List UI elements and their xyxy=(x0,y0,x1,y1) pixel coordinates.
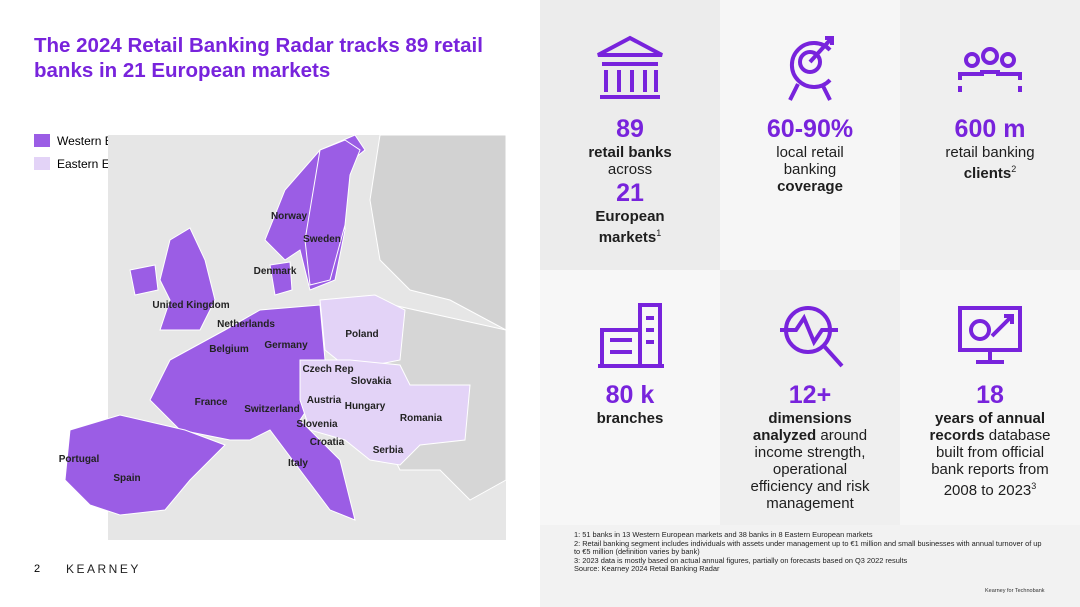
stat-text: dimensions analyzed xyxy=(752,410,852,444)
country-label: Romania xyxy=(400,413,443,424)
country-label: Germany xyxy=(264,340,308,351)
stat-text: coverage xyxy=(777,178,843,195)
tile-bg xyxy=(540,0,720,270)
tile-bg xyxy=(720,270,900,525)
icon-target xyxy=(788,36,834,101)
region-west xyxy=(159,227,216,331)
country-label: Czech Rep xyxy=(302,364,353,375)
stat-tile: 80 k branches xyxy=(540,380,720,427)
footnote: 2: Retail banking segment includes indiv… xyxy=(574,538,1042,557)
legend-swatch xyxy=(34,134,50,147)
footnote: 1: 51 banks in 13 Western European marke… xyxy=(574,530,873,539)
country-label: Slovenia xyxy=(296,419,338,430)
stat-text: clients xyxy=(963,165,1012,182)
icons xyxy=(597,35,1022,368)
stat-text: years of annual records xyxy=(929,410,1046,444)
tile-bg xyxy=(900,0,1080,270)
credit: Kearney for Technobank xyxy=(985,588,1045,594)
stat-figure: 80 k xyxy=(605,381,655,409)
icon-people xyxy=(958,47,1022,92)
title: The 2024 Retail Banking Radar tracks 89 … xyxy=(34,34,483,82)
region-west xyxy=(129,264,159,296)
legend-swatch xyxy=(34,157,50,170)
country-label: Netherlands xyxy=(217,319,275,330)
footnote: 3: 2023 data is mostly based on actual a… xyxy=(574,555,908,565)
region-east xyxy=(319,294,406,371)
stat-figure: 21 xyxy=(616,179,644,207)
stat-figure: 18 xyxy=(976,381,1004,409)
country-label: Austria xyxy=(307,395,342,406)
stat-text: retail banking xyxy=(945,144,1035,161)
land xyxy=(369,134,507,331)
stat-tile: 60-90% local retail banking coverage xyxy=(720,114,900,195)
stat-text: branches xyxy=(596,410,664,427)
stat-text: database built from official bank report… xyxy=(931,427,1051,499)
page-number: 2 xyxy=(34,563,41,575)
footnotes: 1: 51 banks in 13 Western European marke… xyxy=(574,530,1044,574)
stat-tile: 12+ dimensions analyzed around income st… xyxy=(720,380,900,512)
tile-bg xyxy=(540,270,720,525)
country-label: Denmark xyxy=(254,266,297,277)
country-label: Portugal xyxy=(59,454,100,465)
icon-building xyxy=(598,303,664,368)
icon-chart xyxy=(958,306,1022,364)
country-label: Sweden xyxy=(303,234,341,245)
region-west xyxy=(304,139,361,286)
stat-figure: 60-90% xyxy=(766,115,854,143)
country-label: Serbia xyxy=(373,445,404,456)
country-label: Belgium xyxy=(209,344,249,355)
country-label: Italy xyxy=(288,458,308,469)
country-label: Switzerland xyxy=(244,404,300,415)
footnote-ref: 3 xyxy=(1031,481,1037,491)
country-label: France xyxy=(195,397,228,408)
country-label: United Kingdom xyxy=(152,300,229,311)
tile-bg xyxy=(900,270,1080,525)
stat-text: local retail banking xyxy=(776,144,844,178)
stat-tile: 600 m retail banking clients2 xyxy=(900,114,1080,182)
region-west xyxy=(149,304,356,521)
map: Norway Sweden Denmark United Kingdom Netherl… xyxy=(59,134,507,540)
stat-tile: 89 retail banks across 21 European marke… xyxy=(540,114,720,246)
icon-bank xyxy=(597,35,663,99)
region-east xyxy=(299,359,471,466)
stat-figure: 12+ xyxy=(788,381,832,409)
stat-figure: 89 xyxy=(616,115,644,143)
brand: KEARNEY xyxy=(66,562,141,576)
stat-text: European markets xyxy=(595,208,665,246)
country-label: Hungary xyxy=(345,401,386,412)
footnote: Source: Kearney 2024 Retail Banking Rada… xyxy=(574,564,720,574)
icon-analysis xyxy=(780,306,844,368)
region-west xyxy=(64,414,226,516)
region-west xyxy=(269,261,293,296)
stat-text: retail banks xyxy=(588,144,672,161)
footnote-ref: 1 xyxy=(656,228,662,238)
stat-figure: 600 m xyxy=(954,115,1026,143)
stat-tile: 18 years of annual records database buil… xyxy=(900,380,1080,499)
stat-text: across xyxy=(607,161,653,178)
country-label: Spain xyxy=(113,473,140,484)
country-label: Norway xyxy=(271,211,308,222)
footnote-ref: 2 xyxy=(1011,164,1017,174)
stat-text: around income strength, operational effi… xyxy=(750,427,870,512)
country-label: Slovakia xyxy=(351,376,392,387)
country-label: Croatia xyxy=(310,437,345,448)
country-label: Poland xyxy=(345,329,378,340)
